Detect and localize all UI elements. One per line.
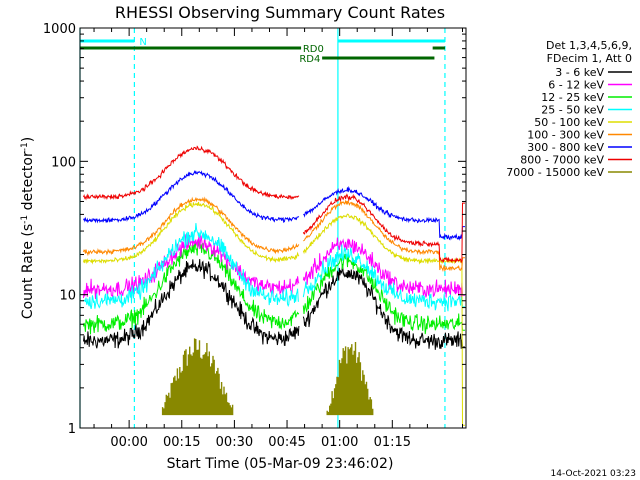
y-axis-label-sup1: -1 [20, 215, 30, 224]
series-line-100-300 [83, 196, 465, 272]
x-tick-label: 00:00 [110, 435, 147, 450]
legend-entry-label: 100 - 300 keV [527, 129, 604, 142]
timestamp: 14-Oct-2021 03:23 [551, 469, 636, 479]
plot-frame [79, 27, 467, 429]
series-line-300-800 [83, 170, 465, 241]
night-label: N [139, 37, 146, 48]
legend: Det 1,3,4,5,6,9,FDecim 1, Att 03 - 6 keV… [506, 39, 632, 179]
series-line-25-50 [83, 223, 465, 312]
series-layer [83, 145, 465, 426]
x-tick-label: 00:45 [268, 435, 305, 450]
legend-entry-label: 800 - 7000 keV [520, 154, 604, 167]
y-tick-label: 10 [59, 289, 76, 304]
series-line-50-100 [83, 201, 465, 426]
legend-header-fdecim: FDecim 1, Att 0 [547, 52, 632, 65]
series-line-800-7000 [83, 145, 465, 264]
series-line-3-6 [83, 259, 465, 350]
x-tick-label: 00:30 [216, 435, 253, 450]
legend-entry-label: 25 - 50 keV [541, 104, 604, 117]
x-tick-label: 00:15 [163, 435, 200, 450]
legend-entry-label: 7000 - 15000 keV [506, 166, 604, 179]
legend-entry-label: 3 - 6 keV [555, 66, 604, 79]
y-axis-label-sup2: -1 [20, 142, 30, 151]
legend-header-detectors: Det 1,3,4,5,6,9, [546, 39, 632, 52]
axes: 1 10 100 1000 00:00 00:15 00:30 00:45 01:00 01:15 [43, 22, 466, 450]
y-axis-label-mid: detector [20, 151, 36, 215]
rd0-label: RD0 [303, 44, 324, 55]
legend-entry-label: 6 - 12 keV [548, 79, 604, 92]
y-tick-label: 1000 [43, 22, 76, 37]
y-axis-label-end: ) [20, 137, 36, 142]
legend-entry-label: 50 - 100 keV [534, 116, 604, 129]
x-tick-label: 01:15 [374, 435, 411, 450]
y-axis-label: Count Rate (s-1 detector-1) [20, 137, 36, 319]
y-tick-label: 100 [51, 155, 76, 170]
x-tick-label: 01:00 [321, 435, 358, 450]
series-line-7000-15000 [161, 338, 374, 416]
legend-entry-label: 300 - 800 keV [527, 141, 604, 154]
x-axis-label: Start Time (05-Mar-09 23:46:02) [167, 456, 394, 472]
y-tick-label: 1 [68, 422, 76, 437]
y-axis-label-main: Count Rate (s [20, 224, 36, 319]
rd4-label: RD4 [299, 54, 320, 65]
legend-entry-label: 12 - 25 keV [541, 91, 604, 104]
series-line-12-25 [83, 240, 465, 335]
chart-title: RHESSI Observing Summary Count Rates [115, 3, 445, 22]
